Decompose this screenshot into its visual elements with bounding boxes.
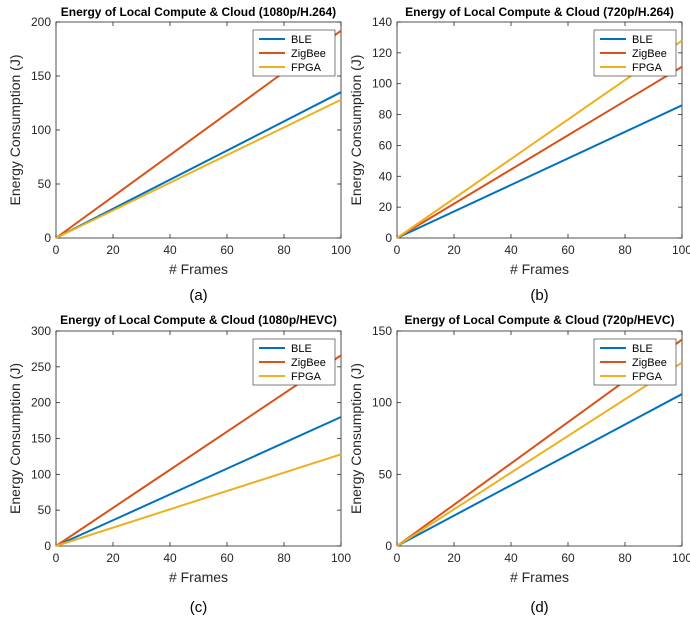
series-line-ble: [55, 416, 342, 547]
y-tick-label: 0: [385, 231, 392, 245]
series-line-zigbee: [55, 354, 342, 547]
series-line-ble: [396, 393, 683, 547]
x-tick-label: 20: [447, 551, 461, 565]
y-tick-label: 150: [31, 432, 51, 446]
x-tick-label: 0: [53, 243, 60, 257]
x-tick-label: 100: [331, 243, 351, 257]
y-tick-label: 150: [31, 69, 51, 83]
x-axis-label: # Frames: [510, 569, 569, 585]
y-axis-label: Energy Consumption (J): [348, 363, 364, 514]
x-tick-label: 80: [277, 243, 291, 257]
series-line-fpga: [55, 453, 342, 547]
chart-title: Energy of Local Compute & Cloud (720p/H.…: [405, 5, 674, 19]
y-tick-label: 0: [44, 231, 51, 245]
x-tick-label: 80: [618, 243, 632, 257]
y-tick-label: 0: [385, 539, 392, 553]
chart-title: Energy of Local Compute & Cloud (1080p/H…: [61, 5, 336, 19]
x-tick-label: 80: [277, 551, 291, 565]
legend-label-ble: BLE: [291, 343, 312, 355]
series-line-zigbee: [396, 65, 683, 239]
chart-panel-2: 0 20 40 60 80 100 0 20 40 60 80 100 120 140 Energy of …: [348, 5, 690, 304]
y-axis-label: Energy Consumption (J): [7, 363, 23, 514]
panel-caption: (d): [530, 599, 548, 616]
chart-panel-4: 0 20 40 60 80 100 0 50 100 150 Energy of Local Com…: [348, 313, 690, 616]
legend-label-fpga: FPGA: [291, 62, 322, 74]
x-tick-label: 60: [561, 551, 575, 565]
chart-panel-3: 0 20 40 60 80 100 0 50 100 150 200 250 300 Energy of …: [7, 313, 351, 616]
legend-label-fpga: FPGA: [632, 62, 663, 74]
series-line-fpga: [55, 98, 342, 239]
x-tick-label: 100: [672, 243, 690, 257]
legend-label-zigbee: ZigBee: [291, 357, 326, 369]
x-tick-label: 20: [106, 551, 120, 565]
legend: BLE ZigBee FPGA: [252, 338, 336, 386]
legend-label-fpga: FPGA: [291, 371, 322, 383]
x-axis-label: # Frames: [169, 569, 228, 585]
y-tick-label: 120: [372, 46, 392, 60]
y-tick-label: 100: [372, 396, 392, 410]
x-tick-label: 100: [672, 551, 690, 565]
y-tick-label: 20: [379, 200, 393, 214]
plot-area: [396, 330, 683, 547]
legend-label-zigbee: ZigBee: [632, 357, 667, 369]
legend-label-ble: BLE: [291, 34, 312, 46]
y-tick-label: 50: [38, 177, 52, 191]
y-tick-label: 40: [379, 169, 393, 183]
x-tick-label: 40: [163, 551, 177, 565]
y-tick-label: 200: [31, 396, 51, 410]
x-tick-label: 40: [504, 551, 518, 565]
y-tick-label: 300: [31, 324, 51, 338]
y-tick-label: 200: [31, 15, 51, 29]
y-tick-label: 100: [31, 123, 51, 137]
series-line-ble: [55, 91, 342, 239]
y-tick-label: 100: [31, 467, 51, 481]
chart-panel-1: 0 20 40 60 80 100 0 50 100 150 200 Energy of Local …: [7, 5, 351, 304]
x-axis-label: # Frames: [169, 261, 228, 277]
y-tick-label: 150: [372, 324, 392, 338]
legend: BLE ZigBee FPGA: [593, 338, 677, 386]
y-tick-label: 100: [372, 77, 392, 91]
chart-title: Energy of Local Compute & Cloud (720p/HE…: [404, 313, 674, 327]
x-tick-label: 60: [220, 243, 234, 257]
x-tick-label: 40: [163, 243, 177, 257]
y-tick-label: 0: [44, 539, 51, 553]
y-axis-label: Energy Consumption (J): [7, 55, 23, 206]
legend: BLE ZigBee FPGA: [252, 29, 336, 77]
legend-label-zigbee: ZigBee: [632, 48, 667, 60]
x-tick-label: 0: [53, 551, 60, 565]
x-tick-label: 60: [220, 551, 234, 565]
y-tick-label: 140: [372, 15, 392, 29]
y-tick-label: 60: [379, 138, 393, 152]
legend-label-zigbee: ZigBee: [291, 48, 326, 60]
x-tick-label: 0: [394, 243, 401, 257]
series-line-ble: [396, 104, 683, 239]
x-axis-label: # Frames: [510, 261, 569, 277]
series-line-fpga: [396, 361, 683, 547]
panel-caption: (b): [530, 287, 548, 304]
y-tick-label: 250: [31, 360, 51, 374]
x-tick-label: 60: [561, 243, 575, 257]
x-tick-label: 20: [106, 243, 120, 257]
y-tick-label: 50: [379, 467, 393, 481]
panel-caption: (a): [189, 287, 207, 304]
x-tick-label: 40: [504, 243, 518, 257]
x-tick-label: 80: [618, 551, 632, 565]
chart-title: Energy of Local Compute & Cloud (1080p/H…: [60, 313, 337, 327]
panel-caption: (c): [190, 599, 208, 616]
y-tick-label: 50: [38, 503, 52, 517]
y-axis-label: Energy Consumption (J): [348, 55, 364, 206]
x-tick-label: 0: [394, 551, 401, 565]
legend-label-ble: BLE: [632, 343, 653, 355]
legend-label-fpga: FPGA: [632, 371, 663, 383]
x-tick-label: 100: [331, 551, 351, 565]
x-tick-label: 20: [447, 243, 461, 257]
legend-label-ble: BLE: [632, 34, 653, 46]
y-tick-label: 80: [379, 108, 393, 122]
legend: BLE ZigBee FPGA: [593, 29, 677, 77]
